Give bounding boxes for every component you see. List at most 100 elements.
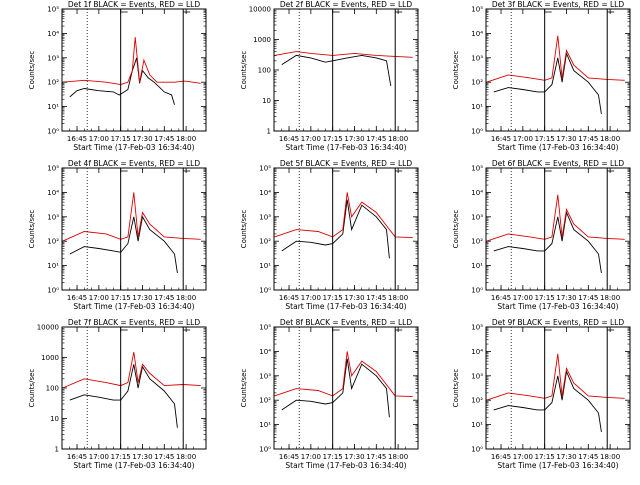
lld-series-line: [486, 194, 625, 242]
plot-frame: [273, 167, 419, 291]
events-series-line: [281, 199, 390, 259]
plot-frame: [485, 326, 631, 450]
panel-5: Det 5f BLACK = Events, RED = LLD 10⁰ 10¹ 10…: [240, 159, 419, 311]
panel-2: Det 2f BLACK = Events, RED = LLD 1 10 100 10…: [240, 0, 419, 152]
x-tick-label: 17:15: [323, 135, 343, 143]
y-tick-label: 10²: [47, 238, 59, 246]
x-tick-label: 16:45: [491, 294, 511, 302]
x-tick-label: 17:15: [323, 294, 343, 302]
x-tick-label: 17:45: [366, 453, 386, 461]
events-series-line: [493, 210, 602, 273]
panel-title: Det 8f BLACK = Events, RED = LLD: [280, 318, 413, 327]
y-tick-label: 10⁴: [259, 348, 271, 356]
x-tick-label: 17:45: [154, 294, 174, 302]
events-series-line: [69, 364, 178, 428]
y-tick-label: 10000: [249, 6, 271, 14]
x-tick-label: 17:15: [535, 294, 555, 302]
x-tick-label: 18:00: [176, 135, 196, 143]
y-tick-label: 10⁵: [259, 165, 271, 173]
y-tick-label: 10⁴: [471, 30, 483, 38]
x-axis-label: Start Time (17-Feb-03 16:34:40): [73, 461, 194, 470]
y-axis-label: Counts/sec: [28, 210, 36, 249]
x-tick-label: 18:00: [600, 294, 620, 302]
lld-series-line: [62, 352, 201, 389]
lld-series-line: [274, 351, 413, 398]
y-axis-label: Counts/sec: [240, 210, 248, 249]
x-tick-label: 18:00: [388, 294, 408, 302]
lld-series-line: [486, 353, 625, 401]
y-tick-label: 10⁰: [259, 446, 271, 454]
y-tick-label: 10²: [471, 397, 483, 405]
panel-7: Det 7f BLACK = Events, RED = LLD 1 10 100 10…: [28, 318, 207, 470]
x-axis-label: Start Time (17-Feb-03 16:34:40): [285, 302, 406, 311]
x-tick-label: 17:45: [578, 135, 598, 143]
y-axis-label: Counts/sec: [452, 369, 460, 408]
panel-title: Det 4f BLACK = Events, RED = LLD: [68, 159, 201, 168]
y-tick-label: 10¹: [471, 103, 483, 111]
x-tick-label: 18:00: [600, 453, 620, 461]
panel-title: Det 9f BLACK = Events, RED = LLD: [492, 318, 625, 327]
panel-title: Det 1f BLACK = Events, RED = LLD: [68, 0, 201, 9]
plot-frame: [485, 167, 631, 291]
y-tick-label: 10³: [471, 213, 483, 221]
y-tick-label: 10²: [259, 397, 271, 405]
y-tick-label: 10²: [259, 238, 271, 246]
x-tick-label: 17:30: [132, 135, 152, 143]
x-tick-label: 17:45: [154, 453, 174, 461]
y-tick-label: 10⁵: [471, 6, 483, 14]
y-tick-label: 10000: [37, 324, 59, 332]
x-tick-label: 17:15: [111, 294, 131, 302]
panel-9: Det 9f BLACK = Events, RED = LLD 10⁰ 10¹ 10…: [452, 318, 631, 470]
x-tick-label: 17:00: [89, 135, 109, 143]
x-tick-label: 18:00: [176, 453, 196, 461]
x-tick-label: 18:00: [600, 135, 620, 143]
y-tick-label: 100: [46, 385, 59, 393]
y-tick-label: 10¹: [47, 262, 59, 270]
y-tick-label: 10⁰: [471, 446, 483, 454]
panel-3: Det 3f BLACK = Events, RED = LLD 10⁰ 10¹ 10…: [452, 0, 631, 152]
y-tick-label: 1000: [41, 354, 59, 362]
x-tick-label: 17:15: [535, 135, 555, 143]
plot-frame: [485, 8, 631, 132]
plot-frame: [273, 8, 419, 132]
plot-frame: [61, 326, 207, 450]
y-tick-label: 1: [55, 446, 59, 454]
y-tick-label: 10⁰: [47, 287, 59, 295]
events-series-line: [69, 215, 178, 273]
y-tick-label: 10¹: [259, 421, 271, 429]
x-tick-label: 17:00: [301, 453, 321, 461]
plot-frame: [61, 167, 207, 291]
x-tick-label: 17:15: [535, 453, 555, 461]
y-tick-label: 10³: [47, 213, 59, 221]
x-tick-label: 16:45: [279, 135, 299, 143]
events-series-line: [493, 369, 602, 432]
y-axis-label: Counts/sec: [240, 51, 248, 90]
events-series-line: [281, 54, 392, 86]
x-tick-label: 16:45: [491, 135, 511, 143]
panel-title: Det 5f BLACK = Events, RED = LLD: [280, 159, 413, 168]
x-axis-label: Start Time (17-Feb-03 16:34:40): [73, 302, 194, 311]
panel-title: Det 2f BLACK = Events, RED = LLD: [280, 0, 413, 9]
y-tick-label: 10³: [259, 213, 271, 221]
y-tick-label: 10⁵: [471, 165, 483, 173]
panel-title: Det 6f BLACK = Events, RED = LLD: [492, 159, 625, 168]
x-tick-label: 16:45: [67, 135, 87, 143]
x-tick-label: 17:15: [111, 453, 131, 461]
y-tick-label: 10¹: [47, 103, 59, 111]
x-tick-label: 18:00: [388, 135, 408, 143]
x-tick-label: 17:00: [513, 453, 533, 461]
x-axis-label: Start Time (17-Feb-03 16:34:40): [497, 143, 618, 152]
x-tick-label: 16:45: [279, 294, 299, 302]
x-tick-label: 17:30: [344, 453, 364, 461]
y-tick-label: 10⁰: [47, 128, 59, 136]
events-series-line: [281, 358, 390, 418]
panel-6: Det 6f BLACK = Events, RED = LLD 10⁰ 10¹ 10…: [452, 159, 631, 311]
y-tick-label: 10⁴: [471, 189, 483, 197]
x-tick-label: 16:45: [279, 453, 299, 461]
x-tick-label: 17:45: [578, 294, 598, 302]
x-tick-label: 17:30: [556, 294, 576, 302]
y-tick-label: 10⁴: [47, 189, 59, 197]
panel-4: Det 4f BLACK = Events, RED = LLD 10⁰ 10¹ 10…: [28, 159, 207, 311]
x-tick-label: 17:45: [366, 294, 386, 302]
